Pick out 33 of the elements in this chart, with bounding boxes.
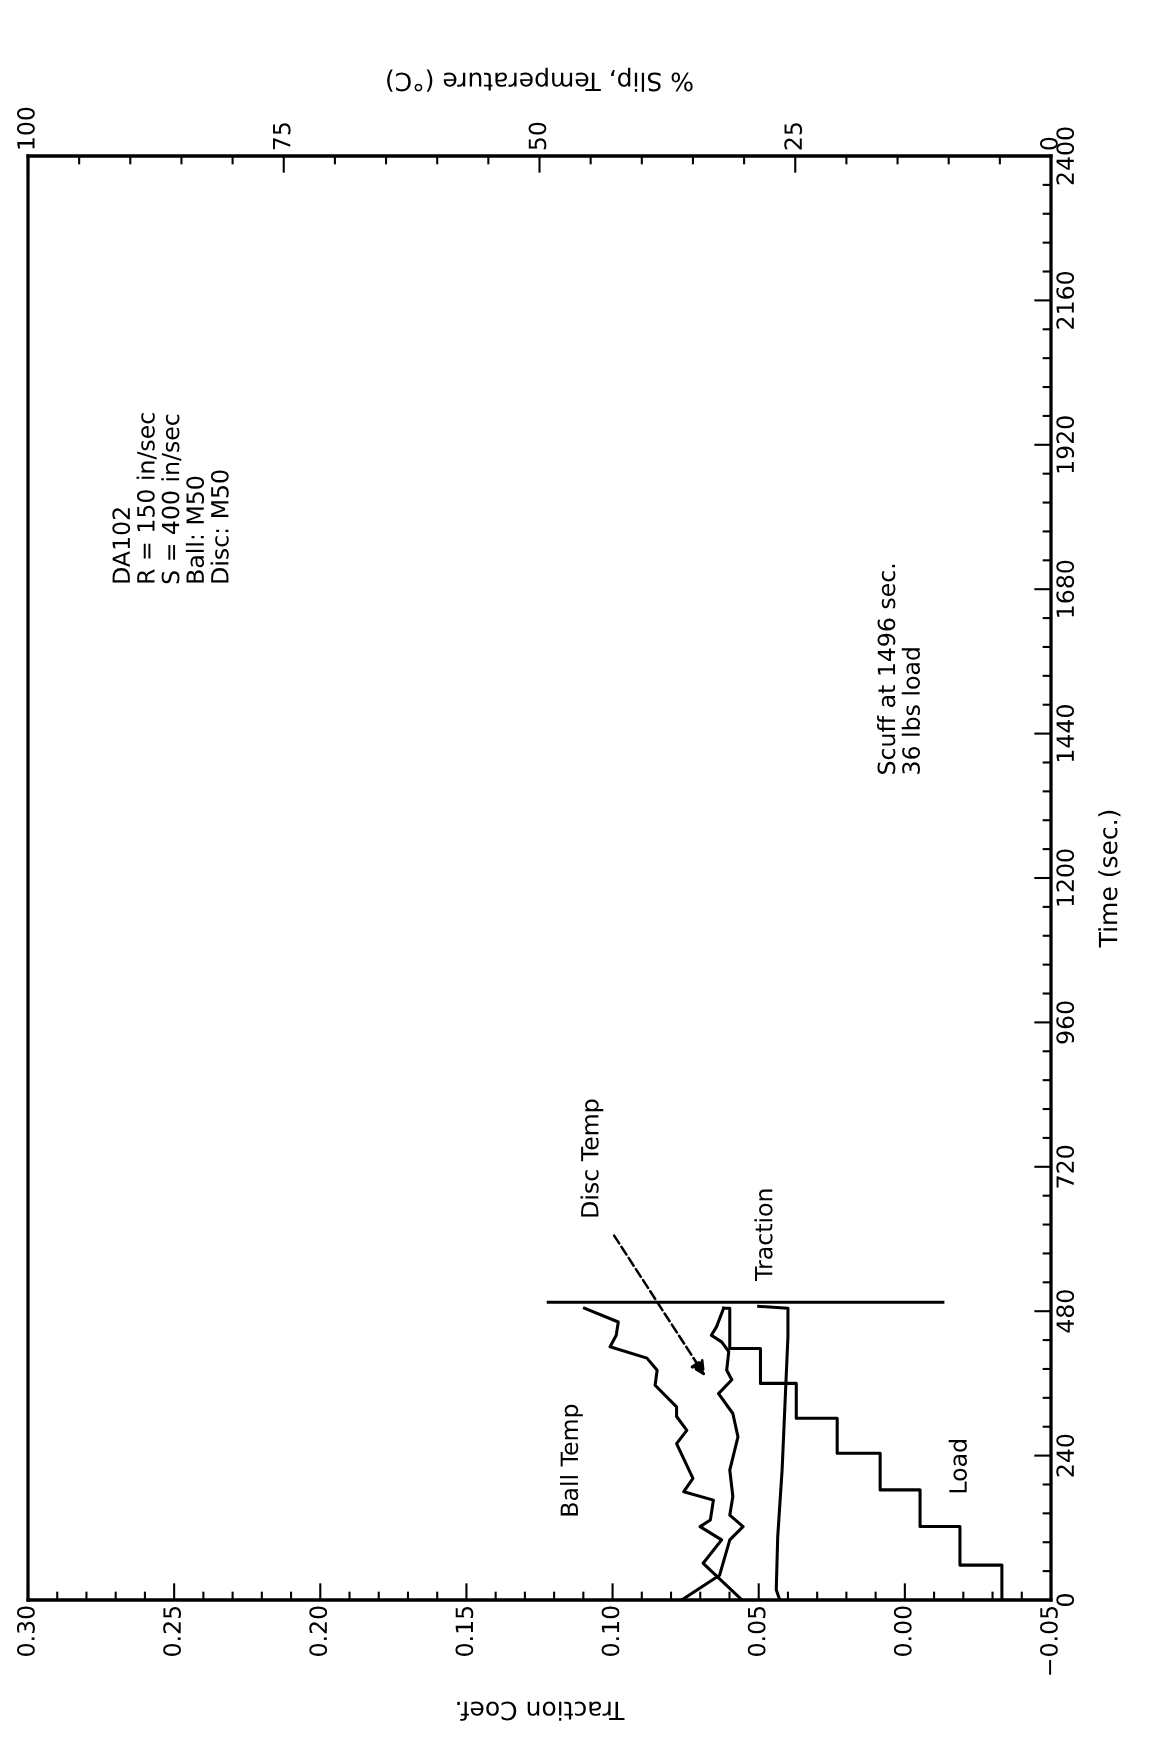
text: Load — [948, 1440, 967, 1493]
y-tick-label: 1200 — [1056, 849, 1075, 906]
y-tick-label: 2160 — [1056, 271, 1075, 329]
y-tick-label: 240 — [1056, 1434, 1075, 1477]
x-tick-label: 0.15 — [455, 1606, 474, 1656]
text: Disc Temp — [580, 1099, 604, 1217]
annotation: Scuff at 1496 sec. 36 lbs load — [877, 564, 921, 774]
annotation: DA102 R = 150 in/sec S = 400 in/sec Ball: M50 Disc: M50 — [112, 413, 229, 584]
x-tick-label: 0.00 — [893, 1606, 912, 1656]
x-tick-label: −0.05 — [1039, 1606, 1058, 1675]
x2-tick-label: 100 — [16, 107, 35, 149]
text: Ball Temp — [559, 1404, 583, 1516]
y-axis-title: Time (sec.) — [1098, 810, 1121, 948]
y-tick-label: 960 — [1056, 1001, 1075, 1044]
x-tick-label: 0.25 — [163, 1606, 181, 1656]
x2-tick-label: 25 — [784, 123, 803, 150]
y-tick-label: 480 — [1056, 1290, 1075, 1333]
x-tick-label: 0.10 — [601, 1606, 620, 1656]
x-axis-title: Traction Coef. — [457, 1701, 625, 1721]
x-tick-label: 0.30 — [16, 1606, 35, 1656]
x2-tick-label: 75 — [273, 123, 291, 150]
y-tick-label: 1440 — [1056, 705, 1075, 762]
y-tick-label: 720 — [1056, 1145, 1075, 1188]
x2-tick-label: 0 — [1039, 137, 1058, 150]
y-tick-label: 1680 — [1056, 560, 1075, 617]
y-tick-label: 2400 — [1056, 127, 1075, 185]
x-tick-label: 0.05 — [747, 1606, 766, 1656]
y-tick-label: 1920 — [1056, 416, 1075, 473]
text: Traction — [754, 1189, 773, 1281]
y-tick-label: 0 — [1056, 1594, 1075, 1606]
x2-axis-title: % Slip, Temperature (°C) — [387, 67, 693, 92]
x2-tick-label: 50 — [528, 122, 547, 150]
x-tick-label: 0.20 — [309, 1606, 328, 1656]
